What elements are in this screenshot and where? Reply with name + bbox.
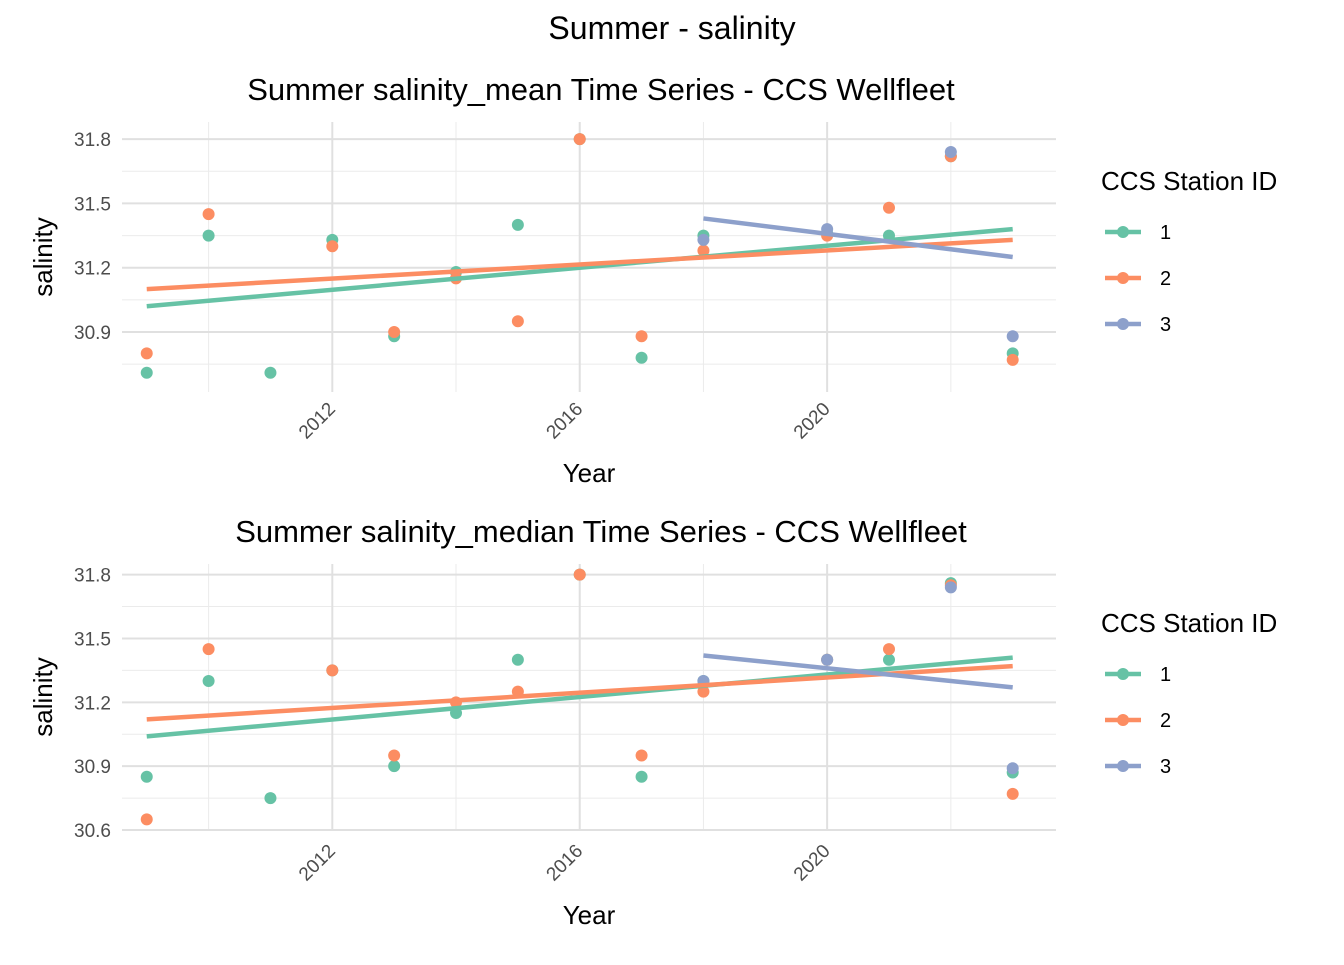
data-point xyxy=(635,749,648,762)
data-point xyxy=(1006,330,1019,343)
x-tick-label: 2020 xyxy=(790,841,835,886)
legend-label: 2 xyxy=(1160,710,1171,732)
data-point xyxy=(573,133,586,146)
data-point xyxy=(573,568,586,581)
data-point xyxy=(944,581,957,594)
legend-key-point xyxy=(1117,226,1129,238)
data-point xyxy=(635,770,648,783)
data-point xyxy=(697,685,710,698)
data-point xyxy=(511,653,524,666)
x-tick-label: 2012 xyxy=(295,399,340,444)
legend-key-point xyxy=(1117,714,1129,726)
data-point xyxy=(326,664,339,677)
trend-line-series-2 xyxy=(146,237,1013,292)
data-point xyxy=(388,760,401,773)
data-point xyxy=(140,366,153,379)
legend-label: 1 xyxy=(1160,222,1171,244)
legend-title: CCS Station ID xyxy=(1101,166,1277,196)
y-tick-label: 31.5 xyxy=(74,629,111,650)
trend-line-series-1 xyxy=(146,226,1013,309)
data-point xyxy=(1006,762,1019,775)
trend-line-series-2 xyxy=(146,663,1013,722)
trend-line-series-3 xyxy=(703,653,1013,690)
legend-key-point xyxy=(1117,272,1129,284)
x-tick-label: 2020 xyxy=(790,399,835,444)
legend-title: CCS Station ID xyxy=(1101,608,1277,638)
data-point xyxy=(944,146,957,158)
grid xyxy=(122,564,1056,831)
legend: CCS Station ID 1 2 3 xyxy=(1101,608,1277,778)
y-tick-label: 30.9 xyxy=(74,757,111,778)
legend: CCS Station ID 1 2 3 xyxy=(1101,166,1277,336)
data-point xyxy=(202,675,215,688)
data-point xyxy=(697,233,710,246)
figure-suptitle: Summer - salinity xyxy=(548,10,795,46)
data-point xyxy=(140,813,153,826)
data-point xyxy=(511,315,524,328)
data-point xyxy=(635,330,648,343)
y-tick-label: 31.8 xyxy=(74,566,111,587)
legend-key-point xyxy=(1117,668,1129,680)
x-axis-label: Year xyxy=(563,900,616,930)
grid xyxy=(122,122,1056,392)
data-point xyxy=(388,326,401,338)
y-tick-label: 31.2 xyxy=(74,693,111,714)
y-axis-label: salinity xyxy=(28,217,58,296)
legend-key-point xyxy=(1117,760,1129,772)
data-point xyxy=(140,770,153,783)
trend-line-series-3 xyxy=(703,216,1013,260)
data-point xyxy=(511,218,524,231)
y-tick-label: 31.5 xyxy=(74,194,111,215)
panel-title: Summer salinity_median Time Series - CCS… xyxy=(235,514,967,549)
x-tick-label: 2012 xyxy=(295,841,340,886)
legend-label: 3 xyxy=(1160,314,1171,336)
x-tick-label: 2016 xyxy=(543,399,588,444)
y-tick-label: 31.2 xyxy=(74,259,111,280)
data-point xyxy=(326,240,339,253)
legend-label: 3 xyxy=(1160,756,1171,778)
y-axis-label: salinity xyxy=(28,657,58,736)
panel-1: Summer salinity_mean Time Series - CCS W… xyxy=(28,72,1277,488)
x-axis-label: Year xyxy=(563,458,616,488)
legend-label: 1 xyxy=(1160,664,1171,686)
data-point xyxy=(264,366,277,379)
data-point xyxy=(635,351,648,364)
data-point xyxy=(202,208,215,221)
data-point xyxy=(821,653,834,666)
legend-label: 2 xyxy=(1160,268,1171,290)
data-point xyxy=(264,792,277,805)
x-tick-label: 2016 xyxy=(543,841,588,886)
data-point xyxy=(202,643,215,656)
data-point xyxy=(1006,353,1019,366)
data-point xyxy=(202,229,215,242)
y-tick-label: 30.6 xyxy=(74,821,111,842)
data-point xyxy=(882,643,895,656)
data-point xyxy=(140,347,153,360)
data-point xyxy=(882,653,895,666)
data-point xyxy=(697,244,710,257)
data-point xyxy=(388,749,401,762)
series-2-points xyxy=(140,133,1019,366)
panel-title: Summer salinity_mean Time Series - CCS W… xyxy=(247,72,955,107)
data-point xyxy=(882,201,895,214)
panel-2: Summer salinity_median Time Series - CCS… xyxy=(28,514,1277,930)
data-point xyxy=(1006,787,1019,800)
legend-key-point xyxy=(1117,318,1129,330)
y-tick-label: 31.8 xyxy=(74,130,111,151)
y-tick-label: 30.9 xyxy=(74,323,111,344)
